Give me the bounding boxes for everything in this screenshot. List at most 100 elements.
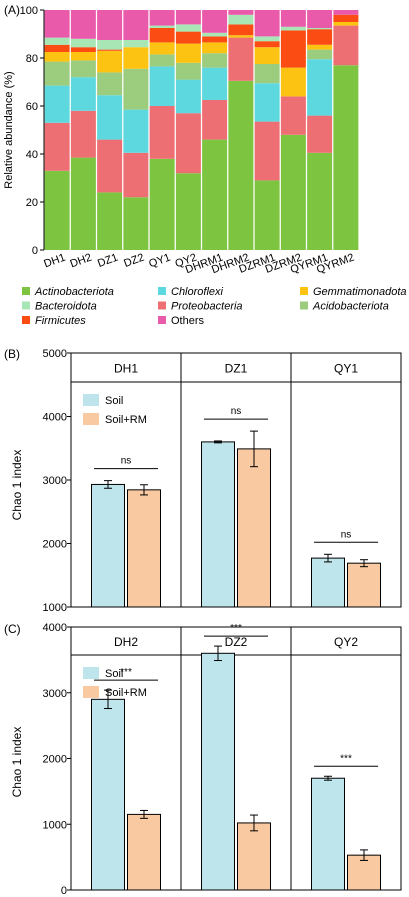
bar-segment-DHRM2-Gemmatimonadota	[228, 35, 254, 38]
panel-b-ytick-label-1: 2000	[43, 539, 67, 551]
panel-b-bar-DZ1-Soil+RM	[237, 448, 271, 608]
bar-segment-DZ2-Proteobacteria	[123, 152, 149, 198]
panel-b-legend-swatch-Soil	[83, 394, 99, 406]
panel-a-label: (A)	[4, 3, 20, 17]
bar-segment-DZRM1-Gemmatimonadota	[254, 47, 280, 64]
panel-b-sig-label-DZ1: ns	[231, 406, 242, 417]
bar-segment-QYRM1-Others	[307, 10, 333, 28]
panel-c-legend-label-Soil: Soil	[105, 668, 123, 680]
bar-segment-QY2-Chloroflexi	[175, 79, 201, 114]
bar-segment-DHRM2-Firmicutes	[228, 24, 254, 36]
bar-segment-QY1-Gemmatimonadota	[149, 42, 175, 55]
panel-b-bar-QY1-Soil	[311, 557, 345, 608]
panel-b-ytick-label-4: 5000	[43, 348, 67, 360]
bar-segment-DZ1-Chloroflexi	[97, 95, 123, 140]
panel-b-bar-QY1-Soil+RM	[347, 562, 381, 608]
bar-segment-QY1-Proteobacteria	[149, 106, 175, 159]
bar-segment-DHRM1-Actinobacteriota	[202, 139, 228, 250]
bar-segment-QY1-Firmicutes	[149, 28, 175, 43]
panel-c-plot: 01000200030004000DH2***DZ2***QY2***SoilS…	[43, 622, 402, 897]
legend-label-Others: Others	[171, 315, 205, 327]
legend-label-Actinobacteriota: Actinobacteriota	[34, 286, 114, 298]
bar-segment-DZ2-Chloroflexi	[123, 109, 149, 153]
bar-segment-QYRM2-Gemmatimonadota	[333, 22, 359, 26]
bar-segment-DH2-Bacteroidota	[70, 38, 96, 48]
bar-segment-QYRM1-Gemmatimonadota	[307, 44, 333, 50]
bar-segment-DHRM1-Proteobacteria	[202, 100, 228, 140]
legend-label-Proteobacteria: Proteobacteria	[171, 301, 243, 313]
bar-segment-DZ2-Actinobacteriota	[123, 197, 149, 250]
bar-segment-DH1-Acidobacteriota	[44, 61, 70, 86]
bar-segment-DH2-Proteobacteria	[70, 110, 96, 158]
bar-segment-DHRM2-Proteobacteria	[228, 37, 254, 81]
panel-c-bar-DH2-Soil	[91, 698, 125, 891]
panel-a-xtick-label-QY1: QY1	[147, 252, 172, 271]
bar-segment-DHRM1-Chloroflexi	[202, 67, 228, 100]
bar-segment-DHRM1-Others	[202, 10, 228, 33]
panel-c-bar-DH2-Soil+RM	[127, 813, 161, 891]
bar-segment-QY2-Firmicutes	[175, 31, 201, 44]
bar-segment-DZRM2-Proteobacteria	[280, 96, 306, 135]
panel-c-sig-label-DH2: ***	[120, 667, 132, 678]
bar-segment-QYRM2-Proteobacteria	[333, 25, 359, 66]
bar-segment-DHRM1-Acidobacteriota	[202, 53, 228, 68]
bar-segment-DH1-Actinobacteriota	[44, 170, 70, 250]
panel-c-label: (C)	[4, 622, 21, 636]
bar-segment-QYRM1-Firmicutes	[307, 29, 333, 45]
legend-label-Acidobacteriota: Acidobacteriota	[312, 301, 389, 313]
panel-b-ytick-label-0: 1000	[43, 602, 67, 614]
bar-segment-DZRM2-Actinobacteriota	[280, 134, 306, 250]
panel-b-plot: 1000 2000 3000 4000 5000 DH1 ns DZ1 ns QY1 ns Soil S…	[43, 348, 402, 614]
bar-segment-DHRM2-Actinobacteriota	[228, 80, 254, 250]
legend-swatch-Acidobacteriota	[300, 301, 308, 310]
bar-segment-DZ2-Gemmatimonadota	[123, 47, 149, 69]
panel-b-bar-DH1-Soil	[91, 483, 125, 608]
bar-segment-DH1-Others	[44, 10, 70, 38]
bar-segment-DH2-Chloroflexi	[70, 77, 96, 111]
bar-segment-DZRM2-Others	[280, 10, 306, 27]
panel-b-legend-label-Soil+RM: Soil+RM	[105, 414, 147, 426]
bar-segment-DZ1-Proteobacteria	[97, 139, 123, 193]
panel-c-sig-label-QY2: ***	[340, 753, 352, 764]
legend-label-Gemmatimonadota: Gemmatimonadota	[313, 286, 407, 298]
panel-c-legend-swatch-Soil	[83, 667, 99, 679]
panel-c-legend-label-Soil+RM: Soil+RM	[105, 687, 147, 699]
bar-segment-DZRM2-Gemmatimonadota	[280, 67, 306, 97]
panel-c-sig-label-DZ2: ***	[230, 623, 242, 634]
bar-segment-DH1-Bacteroidota	[44, 37, 70, 45]
panel-b-group-label-DH1: DH1	[114, 362, 138, 376]
panel-c-bar-QY2-Soil	[311, 777, 345, 891]
panel-a-ytick-label-3: 60	[26, 101, 38, 113]
bar-segment-QY1-Actinobacteriota	[149, 158, 175, 250]
bar-segment-DZ1-Others	[97, 10, 123, 40]
panel-c-group-label-DZ2: DZ2	[225, 635, 248, 649]
bar-segment-QY2-Acidobacteriota	[175, 62, 201, 80]
bar-segment-DHRM1-Bacteroidota	[202, 32, 228, 37]
panel-c-ytick-label-2: 2000	[43, 754, 67, 766]
panel-b-ytick-label-2: 3000	[43, 475, 67, 487]
bar-segment-DZRM1-Actinobacteriota	[254, 180, 280, 250]
legend-swatch-Bacteroidota	[22, 301, 30, 310]
legend-swatch-Others	[158, 316, 166, 324]
bar-segment-DH2-Actinobacteriota	[70, 157, 96, 250]
panel-a-ytick-label-0: 0	[32, 245, 38, 257]
bar-segment-DH1-Firmicutes	[44, 44, 70, 52]
bar-segment-DZRM1-Others	[254, 10, 280, 37]
panel-a-ytick-label-2: 40	[26, 149, 38, 161]
panel-c-bar-DZ2-Soil	[201, 652, 235, 891]
panel-c-group-label-QY2: QY2	[334, 635, 358, 649]
panel-b-group-label-QY1: QY1	[334, 362, 358, 376]
panel-a-xtick-label-DZ1: DZ1	[96, 252, 120, 270]
bar-segment-DZ1-Gemmatimonadota	[97, 50, 123, 73]
bar-segment-DZ1-Bacteroidota	[97, 40, 123, 50]
bar-segment-QYRM1-Proteobacteria	[307, 115, 333, 153]
bar-segment-DH1-Chloroflexi	[44, 85, 70, 123]
panel-b-label: (B)	[4, 347, 20, 361]
bar-segment-QYRM1-Actinobacteriota	[307, 152, 333, 250]
panel-b-ytick-label-3: 4000	[43, 412, 67, 424]
bar-segment-QYRM2-Firmicutes	[333, 14, 359, 22]
bar-segment-DH2-Firmicutes	[70, 47, 96, 52]
legend-swatch-Actinobacteriota	[22, 287, 30, 295]
